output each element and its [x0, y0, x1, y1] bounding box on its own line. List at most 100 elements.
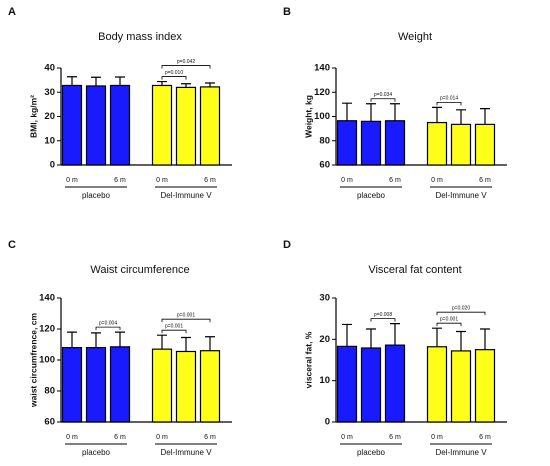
y-tick-label: 120 — [39, 324, 55, 335]
bar — [474, 349, 496, 423]
group-label: Del-Immune V — [435, 191, 487, 200]
bar — [360, 347, 382, 423]
bar — [450, 123, 472, 166]
chart-title: Visceral fat content — [368, 264, 461, 276]
y-tick-label: 20 — [44, 111, 55, 122]
y-tick-label: 60 — [44, 417, 55, 428]
p-value: p=0.001 — [440, 317, 458, 323]
significance-bracket — [436, 102, 462, 106]
error-bar — [366, 328, 376, 349]
significance-bracket — [161, 76, 187, 80]
x-tick-label: 0 m — [431, 177, 443, 184]
y-tick-label: 10 — [44, 135, 55, 146]
p-value: p=0.014 — [440, 96, 458, 102]
y-axis-label: Weight, kg — [303, 95, 313, 138]
y-tick-label: 120 — [314, 87, 330, 98]
error-bar — [480, 108, 490, 125]
bar — [109, 84, 131, 166]
x-tick-label: 6 m — [204, 434, 216, 441]
y-tick-label: 20 — [319, 334, 330, 345]
error-bar — [432, 106, 442, 123]
error-bar — [157, 80, 167, 86]
group-label: placebo — [82, 191, 111, 200]
p-value: p=0.008 — [374, 312, 392, 318]
y-axis-label: waist circumfrence, cm — [28, 313, 38, 408]
significance-bracket — [436, 322, 462, 327]
y-axis-label: visceral fat, % — [303, 331, 313, 388]
error-bar — [456, 109, 466, 125]
y-tick-label: 0 — [50, 160, 55, 171]
y-tick-label: 80 — [319, 135, 330, 146]
p-value: p=0.001 — [177, 313, 195, 319]
bar — [109, 346, 131, 423]
bar — [426, 121, 448, 166]
y-tick-label: 10 — [319, 375, 330, 386]
p-value: p=0.020 — [452, 306, 470, 312]
x-tick-label: 0 m — [431, 434, 443, 441]
panel: D Visceral fat content visceral fat, % 0 10 2… — [283, 239, 507, 457]
y-axis-label: BMI, kg/m² — [28, 95, 38, 138]
y-tick-label: 30 — [44, 87, 55, 98]
significance-bracket — [370, 318, 396, 322]
error-bar — [115, 331, 125, 347]
error-bar — [91, 332, 101, 348]
panel-label: B — [283, 6, 291, 18]
x-tick-label: 6 m — [114, 434, 126, 441]
bar — [474, 123, 496, 166]
group-label: placebo — [357, 448, 386, 457]
bar — [85, 85, 107, 166]
error-bar — [115, 76, 125, 86]
bar — [175, 86, 197, 166]
significance-bracket — [436, 311, 486, 316]
bar — [426, 346, 448, 423]
significance-bracket — [161, 329, 187, 334]
chart-title: Body mass index — [98, 31, 182, 43]
significance-bracket — [95, 326, 121, 331]
panel-label: C — [8, 239, 16, 251]
x-tick-label: 6 m — [389, 177, 401, 184]
p-value: p=0.004 — [99, 320, 117, 326]
bar — [199, 86, 221, 166]
significance-bracket — [161, 318, 211, 323]
panel: A Body mass index BMI, kg/m² 0 10 20 30 40 0 m 6 … — [8, 6, 232, 200]
chart-title: Waist circumference — [90, 264, 189, 276]
x-tick-label: 0 m — [66, 434, 78, 441]
significance-bracket — [161, 65, 211, 69]
bar — [151, 84, 173, 166]
y-tick-label: 140 — [39, 293, 55, 304]
x-tick-label: 6 m — [479, 177, 491, 184]
y-tick-label: 60 — [319, 160, 330, 171]
error-bar — [390, 323, 400, 346]
error-bar — [181, 83, 191, 88]
panel-label: A — [8, 6, 16, 18]
y-tick-label: 30 — [319, 293, 330, 304]
error-bar — [456, 330, 466, 351]
p-value: p=0.010 — [165, 70, 183, 76]
error-bar — [205, 82, 215, 87]
x-tick-label: 6 m — [114, 177, 126, 184]
group-label: Del-Immune V — [435, 448, 487, 457]
x-tick-label: 0 m — [66, 177, 78, 184]
bar — [336, 345, 358, 423]
chart-title: Weight — [398, 31, 432, 43]
error-bar — [480, 328, 490, 350]
error-bar — [67, 76, 77, 86]
bar — [384, 344, 406, 423]
error-bar — [91, 76, 101, 86]
panel: C Waist circumference waist circumfrence, … — [8, 239, 232, 457]
bar — [336, 120, 358, 166]
error-bar — [205, 336, 215, 351]
p-value: p=0.034 — [374, 92, 392, 98]
error-bar — [390, 103, 400, 121]
group-label: Del-Immune V — [160, 191, 212, 200]
error-bar — [342, 102, 352, 121]
panel-label: D — [283, 239, 291, 251]
bar — [384, 120, 406, 166]
x-tick-label: 0 m — [156, 434, 168, 441]
bar — [61, 346, 83, 423]
error-bar — [157, 334, 167, 350]
bar — [175, 350, 197, 423]
bar — [450, 350, 472, 423]
p-value: p=0.042 — [177, 59, 195, 65]
